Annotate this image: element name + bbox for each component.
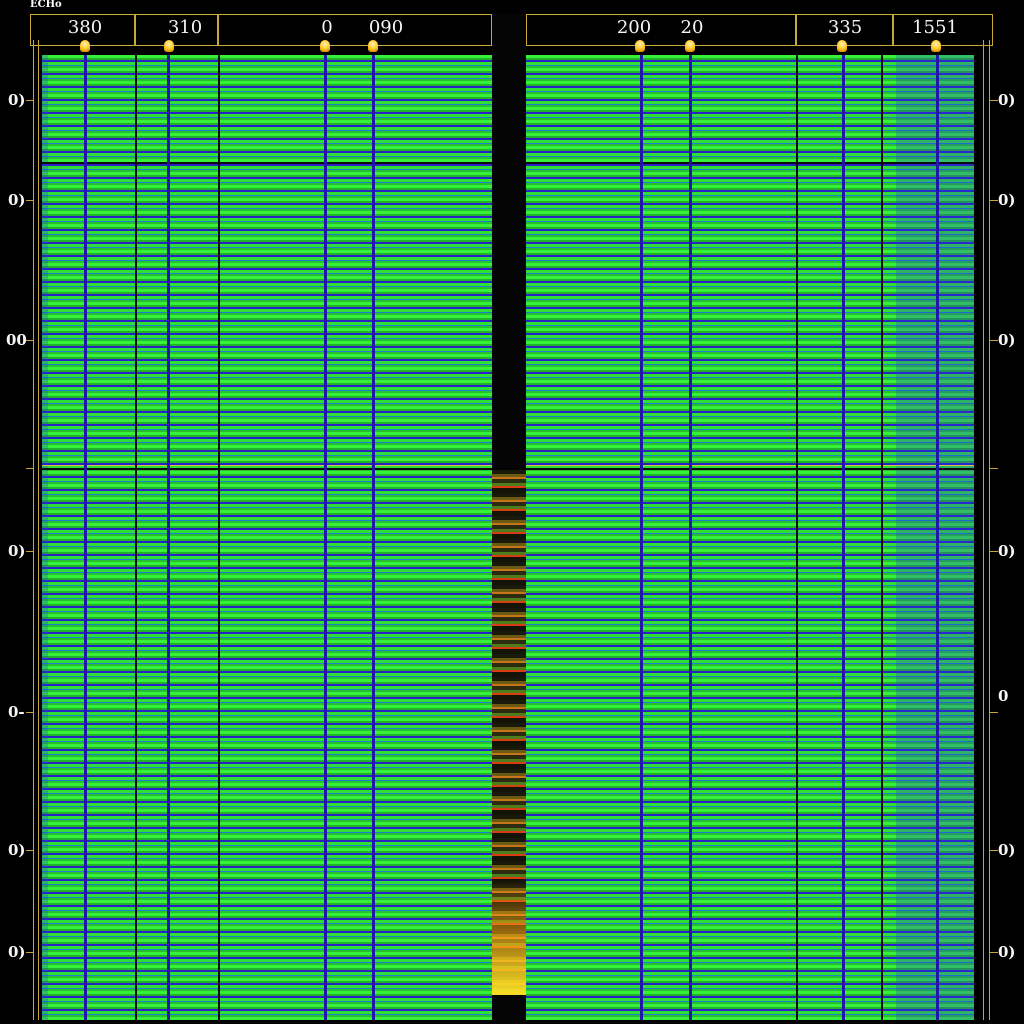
left-axis-inner [38,40,39,1020]
axis-tick [26,200,34,201]
row-label-right: 0) [998,841,1016,859]
axis-tick [990,850,998,851]
marker-pin-icon[interactable] [164,40,174,52]
right-axis [989,40,990,1020]
axis-tick [26,850,34,851]
header-label-1: 380 [67,17,103,38]
row-label-right: 0) [998,191,1016,209]
axis-tick [990,551,998,552]
axis-tick [26,712,34,713]
header-group-right-inner [526,14,796,46]
trace-panel-left [42,55,492,1020]
channel-line[interactable] [372,55,375,1020]
marker-pin-icon[interactable] [368,40,378,52]
row-label-left: 0) [8,542,26,560]
frame-divider [526,465,974,466]
channel-line[interactable] [842,55,845,1020]
axis-tick [26,340,34,341]
left-axis [33,40,34,1020]
channel-line[interactable] [167,55,170,1020]
trace-panel-right [526,55,974,1020]
row-label-right: 0 [998,687,1009,705]
channel-line[interactable] [689,55,692,1020]
header-group-left-mid [135,14,218,46]
channel-divider [135,55,137,1020]
axis-tick [990,952,998,953]
header-label-2: 310 [167,17,203,38]
corner-label: ECHo [30,0,62,10]
axis-tick [26,468,34,469]
channel-line[interactable] [324,55,327,1020]
row-label-left: 00 [6,331,27,349]
channel-divider [881,55,883,1020]
frame-divider [526,468,974,470]
axis-tick [990,200,998,201]
marker-pin-icon[interactable] [931,40,941,52]
header-label-8: 1551 [912,17,958,38]
frame-divider [42,162,492,164]
channel-divider [796,55,798,1020]
axis-tick [990,712,998,713]
frame-divider [42,468,492,470]
trace-panel-right-shade [896,55,974,1020]
frame-divider [526,162,974,164]
axis-tick [990,100,998,101]
channel-line[interactable] [936,55,939,1020]
header-label-5: 200 [616,17,652,38]
marker-pin-icon[interactable] [635,40,645,52]
axis-tick [990,468,998,469]
trace-panel-left-shade [42,55,48,1020]
row-label-left: 0) [8,191,26,209]
marker-pin-icon[interactable] [685,40,695,52]
row-label-right: 0) [998,542,1016,560]
marker-pin-icon[interactable] [80,40,90,52]
axis-tick [26,100,34,101]
marker-pin-icon[interactable] [837,40,847,52]
row-label-right: 0) [998,943,1016,961]
row-label-left: 0) [8,841,26,859]
row-label-right: 0) [998,91,1016,109]
header-group-left-inner [218,14,492,46]
axis-tick [26,551,34,552]
marker-pin-icon[interactable] [320,40,330,52]
header-label-3: 0 [321,17,333,38]
header-label-6: 20 [680,17,704,38]
channel-divider [218,55,220,1020]
channel-line[interactable] [84,55,87,1020]
row-label-left: 0) [8,91,26,109]
header-label-4: 090 [368,17,404,38]
right-axis-inner [983,40,984,1020]
row-label-left: 0- [8,703,25,721]
row-label-left: 0) [8,943,26,961]
header-group-right-outer [893,14,993,46]
channel-line[interactable] [640,55,643,1020]
center-spectrum-glow [492,880,526,995]
axis-tick [26,952,34,953]
header-label-7: 335 [827,17,863,38]
frame-divider [42,465,492,466]
axis-tick [990,340,998,341]
row-label-right: 0) [998,331,1016,349]
